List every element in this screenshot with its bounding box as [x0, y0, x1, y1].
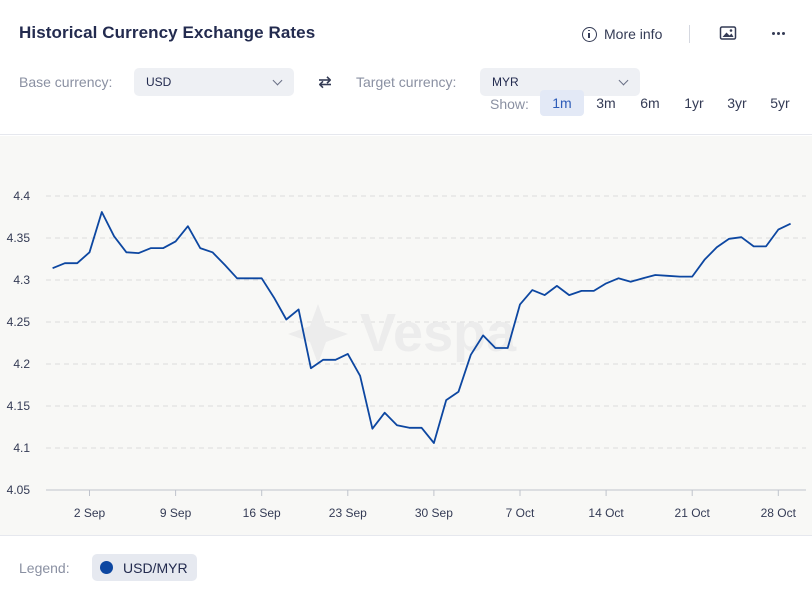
- plot-area: [0, 136, 812, 536]
- base-currency-value: USD: [146, 75, 172, 89]
- chevron-down-icon: [618, 75, 629, 86]
- watermark-text: Vespa: [360, 303, 517, 363]
- image-icon[interactable]: [719, 25, 737, 41]
- more-info-button[interactable]: More info: [582, 25, 662, 43]
- y-tick-label: 4.1: [13, 441, 30, 455]
- y-tick-label: 4.4: [13, 189, 30, 203]
- target-currency-value: MYR: [492, 75, 519, 89]
- more-horizontal-icon[interactable]: [768, 24, 788, 42]
- toolbar-divider: [689, 25, 690, 43]
- y-tick-label: 4.3: [13, 273, 30, 287]
- range-5yr[interactable]: 5yr: [770, 95, 790, 111]
- y-tick-label: 4.05: [7, 483, 31, 497]
- chevron-down-icon: [272, 75, 283, 86]
- legend-color-dot: [100, 561, 113, 574]
- x-tick-label: 23 Sep: [329, 506, 367, 520]
- y-tick-label: 4.35: [7, 231, 31, 245]
- legend-series-name: USD/MYR: [123, 559, 188, 576]
- base-currency-select[interactable]: USD: [134, 68, 294, 96]
- x-tick-label: 21 Oct: [675, 506, 711, 520]
- swap-arrows-icon[interactable]: [315, 72, 335, 92]
- range-3yr[interactable]: 3yr: [727, 95, 747, 111]
- x-tick-label: 30 Sep: [415, 506, 453, 520]
- series-line-usd-myr: [52, 211, 791, 444]
- more-info-label: More info: [604, 26, 663, 42]
- x-tick-label: 7 Oct: [506, 506, 535, 520]
- range-6m[interactable]: 6m: [640, 95, 660, 111]
- y-tick-label: 4.15: [7, 399, 31, 413]
- legend-item-usd-myr[interactable]: USD/MYR: [92, 554, 197, 581]
- info-icon: [582, 26, 597, 42]
- range-3m[interactable]: 3m: [596, 95, 616, 111]
- show-label: Show:: [490, 96, 529, 112]
- chart-header: Historical Currency Exchange Rates More …: [0, 0, 812, 135]
- exchange-rate-chart: Vespa 4.4 4.35 4.3 4.25 4.2 4.15 4.1 4.05 2 Sep 9…: [7, 189, 806, 520]
- x-tick-label: 28 Oct: [761, 506, 797, 520]
- legend-label: Legend:: [19, 560, 70, 576]
- x-tick-label: 16 Sep: [243, 506, 281, 520]
- y-tick-label: 4.2: [13, 357, 30, 371]
- range-1yr[interactable]: 1yr: [684, 95, 704, 111]
- range-1m[interactable]: 1m: [540, 90, 584, 116]
- target-currency-label: Target currency:: [356, 74, 457, 90]
- x-tick-label: 2 Sep: [74, 506, 106, 520]
- x-tick-label: 14 Oct: [588, 506, 624, 520]
- watermark-star-icon: [288, 304, 348, 364]
- x-tick-label: 9 Sep: [160, 506, 192, 520]
- y-tick-label: 4.25: [7, 315, 31, 329]
- page-title: Historical Currency Exchange Rates: [19, 23, 316, 42]
- base-currency-label: Base currency:: [19, 74, 113, 90]
